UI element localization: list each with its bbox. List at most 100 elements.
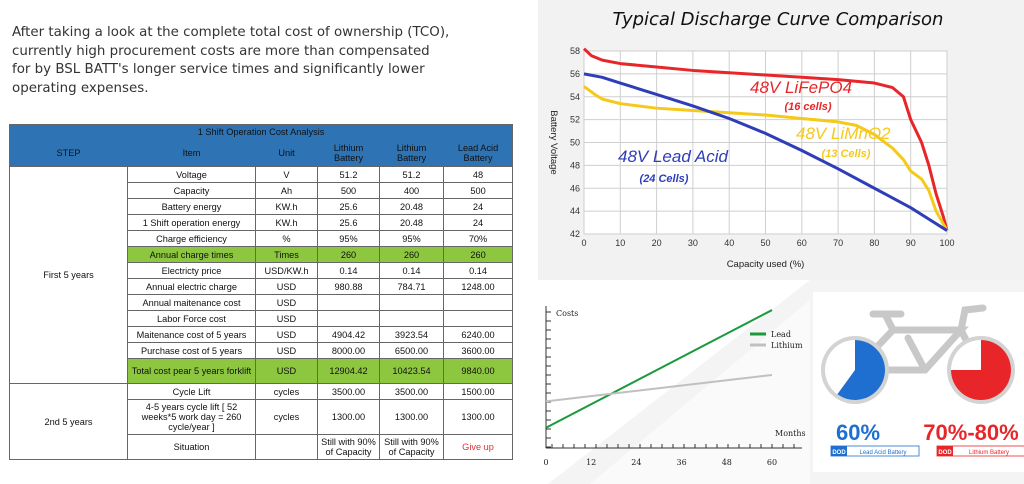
lithium-2-cell: 3500.00	[379, 383, 444, 400]
item-cell: Electricty price	[127, 262, 256, 279]
series-sublabel: (13 Cells)	[822, 148, 871, 160]
header-unit: Unit	[255, 139, 318, 167]
x-tick-label: 30	[688, 238, 698, 248]
unit-cell: USD	[255, 310, 318, 327]
unit-cell: Ah	[255, 182, 318, 199]
lithium-1-cell: Still with 90% of Capacity	[317, 434, 380, 460]
lead-acid-cell	[442, 310, 514, 327]
y-tick-label: 56	[570, 69, 580, 79]
unit-cell	[255, 434, 318, 460]
lead-acid-cell: Give up	[442, 434, 514, 460]
item-cell: Annual charge times	[127, 246, 256, 263]
lithium-1-cell: 25.6	[317, 214, 380, 231]
lead-acid-cell: 500	[442, 182, 514, 199]
lithium-1-cell	[317, 294, 380, 311]
lithium-2-cell: 10423.54	[379, 358, 444, 384]
y-tick-label: 54	[570, 92, 580, 102]
dod-label: Lead Acid Battery	[859, 450, 906, 456]
table-row: Annual maitenance cost USD	[10, 294, 514, 311]
lithium-2-cell: 20.48	[379, 198, 444, 215]
item-cell: Situation	[127, 434, 256, 460]
step-cell: 2nd 5 years	[9, 383, 128, 460]
series-label: 48V LiFePO4	[750, 78, 852, 97]
table-body: First 5 years Voltage V 51.2 51.2 48 Capacity A…	[9, 166, 514, 460]
x-tick-label: 10	[615, 238, 625, 248]
lead-acid-cell: 6240.00	[442, 326, 514, 343]
dod-tag-swatch	[831, 446, 847, 456]
lead-acid-cell: 48	[442, 166, 514, 183]
header-item: Item	[127, 139, 256, 167]
x-tick-label: 90	[906, 238, 916, 248]
item-cell: 4-5 years cycle lift [ 52 weeks*5 work d…	[127, 399, 256, 435]
unit-cell: USD	[255, 358, 318, 384]
table-row: Labor Force cost USD	[10, 310, 514, 327]
x-tick-label: 70	[833, 238, 843, 248]
series-sublabel: (24 Cells)	[640, 173, 689, 185]
lead-acid-cell: 0.14	[442, 262, 514, 279]
unit-cell: USD/KW.h	[255, 262, 318, 279]
intro-paragraph: After taking a look at the complete tota…	[12, 25, 450, 96]
lead-acid-cell	[442, 294, 514, 311]
lithium-2-cell: 51.2	[379, 166, 444, 183]
dod-tag: DOD	[832, 450, 846, 456]
lithium-2-cell: 0.14	[379, 262, 444, 279]
step-cell: First 5 years	[9, 166, 128, 384]
item-cell: Purchase cost of 5 years	[127, 342, 256, 359]
bike-tube	[869, 304, 987, 374]
header-lead-acid: Lead Acid Battery	[442, 139, 514, 167]
lithium-2-cell	[379, 294, 444, 311]
dod-tag-swatch	[937, 446, 953, 456]
cost-analysis-table: 1 Shift Operation Cost Analysis STEP Ite…	[8, 124, 514, 460]
lithium-1-cell: 4904.42	[317, 326, 380, 343]
lithium-2-cell: Still with 90% of Capacity	[379, 434, 444, 460]
lithium-1-cell: 51.2	[317, 166, 380, 183]
item-cell: Labor Force cost	[127, 310, 256, 327]
dod-label: Lithium Battery	[969, 450, 1009, 456]
y-tick-label: 52	[570, 115, 580, 125]
x-tick-label: 0	[581, 238, 586, 248]
table-row: Electricty price USD/KW.h 0.14 0.14 0.14	[10, 262, 514, 279]
table-row: Annual charge times Times 260 260 260	[10, 246, 514, 263]
item-cell: Battery energy	[127, 198, 256, 215]
item-cell: Total cost pear 5 years forklift	[127, 358, 256, 384]
x-axis-label: Capacity used (%)	[727, 259, 805, 270]
unit-cell: USD	[255, 326, 318, 343]
lithium-1-cell: 95%	[317, 230, 380, 247]
lithium-1-cell: 8000.00	[317, 342, 380, 359]
dod-bike-panel: 60% DOD Lead Acid Battery 70%-80% DOD Lithium…	[813, 292, 1024, 472]
lithium-2-cell: 3923.54	[379, 326, 444, 343]
discharge-curve-chart: Typical Discharge Curve Comparison 42 44 46…	[548, 9, 955, 270]
series-sublabel: (16 cells)	[784, 101, 831, 113]
lithium-1-cell: 260	[317, 246, 380, 263]
series-line	[582, 47, 949, 231]
dod-value: 70%-80%	[923, 420, 1018, 445]
lead-acid-cell: 1500.00	[442, 383, 514, 400]
item-cell: Charge efficiency	[127, 230, 256, 247]
lithium-2-cell: 784.71	[379, 278, 444, 295]
unit-cell: V	[255, 166, 318, 183]
pie-slice	[837, 340, 885, 400]
header-lithium-1: Lithium Battery	[317, 139, 380, 167]
unit-cell: cycles	[255, 399, 318, 435]
table-title: 1 Shift Operation Cost Analysis	[8, 124, 514, 140]
unit-cell: %	[255, 230, 318, 247]
lithium-1-cell: 980.88	[317, 278, 380, 295]
y-tick-label: 58	[570, 46, 580, 56]
item-cell: Annual electric charge	[127, 278, 256, 295]
dod-value: 60%	[836, 420, 880, 445]
unit-cell: KW.h	[255, 214, 318, 231]
x-tick-label: 100	[939, 238, 954, 248]
chart-title: Typical Discharge Curve Comparison	[613, 9, 944, 30]
unit-cell: cycles	[255, 383, 318, 400]
lithium-1-cell: 12904.42	[317, 358, 380, 384]
unit-cell: USD	[255, 278, 318, 295]
y-tick-label: 46	[570, 183, 580, 193]
lithium-2-cell: 400	[379, 182, 444, 199]
lithium-2-cell: 20.48	[379, 214, 444, 231]
item-cell: Voltage	[127, 166, 256, 183]
table-row: Total cost pear 5 years forklift USD 12904…	[10, 358, 514, 384]
lithium-1-cell: 25.6	[317, 198, 380, 215]
dod-tag: DOD	[938, 450, 952, 456]
x-tick-label: 50	[760, 238, 770, 248]
lead-acid-cell: 1248.00	[442, 278, 514, 295]
